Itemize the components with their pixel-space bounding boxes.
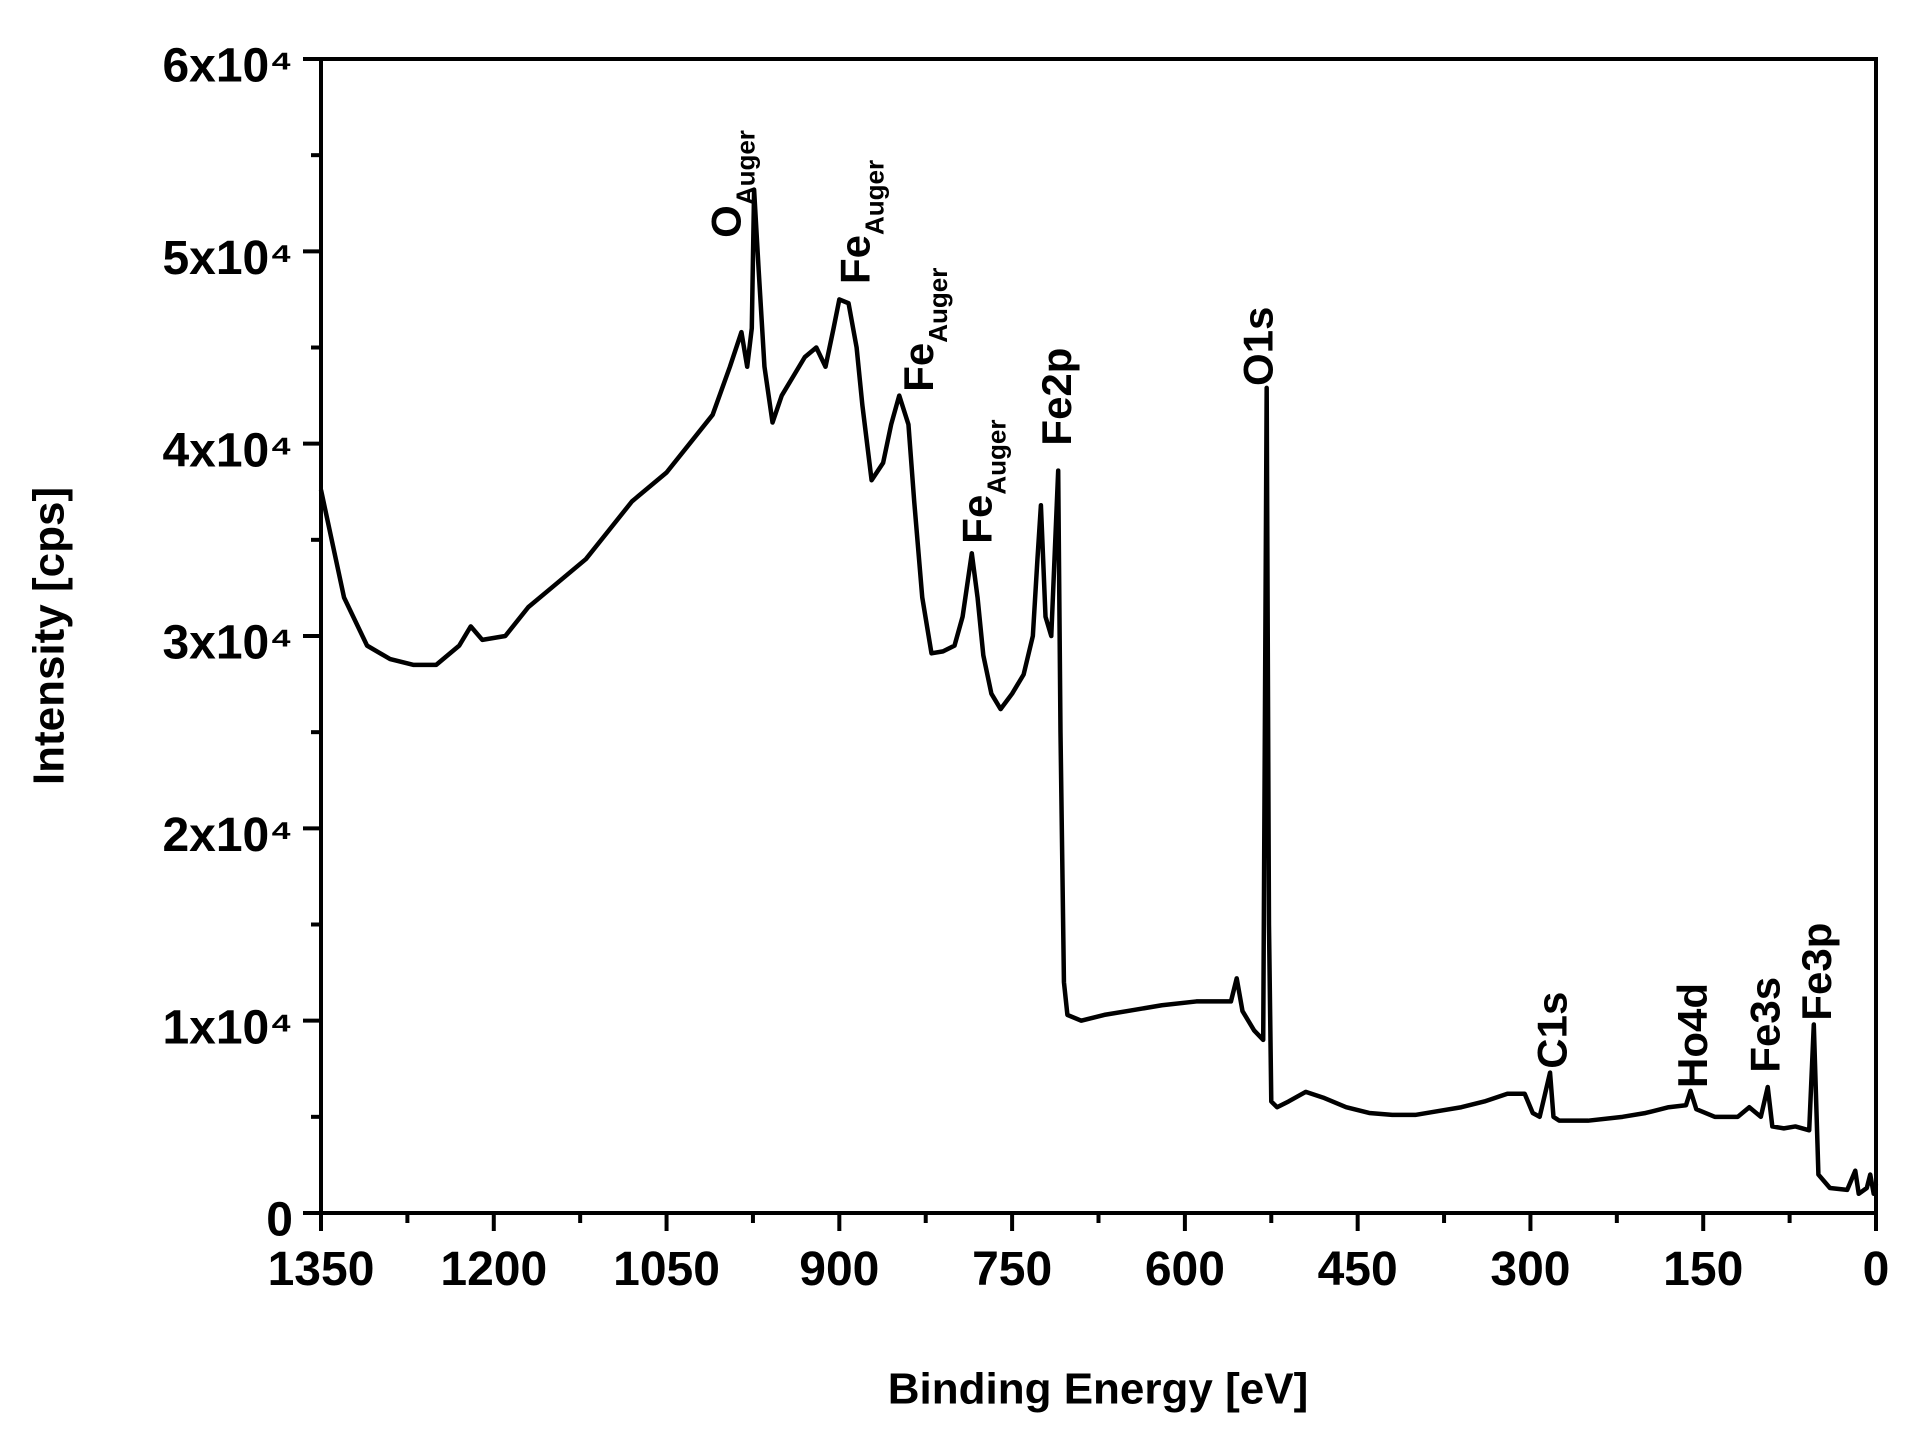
y-tick-label: 3x10⁴ xyxy=(162,617,293,670)
peak-label: FeAuger xyxy=(895,268,953,392)
y-tick-label: 6x10⁴ xyxy=(162,40,293,93)
peak-label-main: C1s xyxy=(1528,992,1575,1069)
x-tick-label: 600 xyxy=(1145,1243,1225,1296)
peak-label: OAuger xyxy=(702,130,760,238)
peak-label: Ho4d xyxy=(1669,983,1716,1088)
peak-label: Fe2p xyxy=(1033,348,1080,446)
peak-label: O1s xyxy=(1235,307,1282,386)
peak-label-main: Fe xyxy=(895,343,942,392)
peak-label-main: Fe3p xyxy=(1793,923,1840,1021)
peak-label: Fe3p xyxy=(1793,923,1840,1021)
y-tick-label: 0 xyxy=(266,1194,293,1247)
y-tick-label: 1x10⁴ xyxy=(162,1001,293,1054)
x-tick-label: 300 xyxy=(1490,1243,1570,1296)
x-tick-label: 1200 xyxy=(440,1243,547,1296)
peak-label-main: Fe3s xyxy=(1741,977,1788,1073)
peak-label-main: Ho4d xyxy=(1669,983,1716,1088)
peak-label: C1s xyxy=(1528,992,1575,1069)
peak-label-main: Fe xyxy=(831,235,878,284)
peak-label-sub: Auger xyxy=(923,268,953,343)
peak-label-sub: Auger xyxy=(859,160,889,235)
x-axis-title: Binding Energy [eV] xyxy=(888,1365,1308,1414)
x-tick-label: 0 xyxy=(1863,1243,1890,1296)
peak-label: FeAuger xyxy=(954,420,1012,544)
peak-label: FeAuger xyxy=(831,160,889,284)
peak-label-main: Fe xyxy=(954,495,1001,544)
peak-label-main: O1s xyxy=(1235,307,1282,386)
x-tick-label: 1350 xyxy=(268,1243,375,1296)
y-axis-title: Intensity [cps] xyxy=(25,487,74,785)
peak-label: Fe3s xyxy=(1741,977,1788,1073)
plot-frame xyxy=(319,57,1878,1215)
x-tick-label: 900 xyxy=(799,1243,879,1296)
y-tick-label: 5x10⁴ xyxy=(162,232,293,285)
x-tick-label: 450 xyxy=(1318,1243,1398,1296)
peak-label-main: O xyxy=(702,205,749,238)
y-tick-label: 4x10⁴ xyxy=(162,424,293,477)
y-tick-label: 2x10⁴ xyxy=(162,809,293,862)
x-tick-label: 750 xyxy=(972,1243,1052,1296)
x-tick-label: 1050 xyxy=(613,1243,720,1296)
x-tick-label: 150 xyxy=(1663,1243,1743,1296)
peak-label-main: Fe2p xyxy=(1033,348,1080,446)
spectrum-line xyxy=(318,187,1879,1197)
peak-label-sub: Auger xyxy=(982,420,1012,495)
peak-label-sub: Auger xyxy=(730,130,760,205)
